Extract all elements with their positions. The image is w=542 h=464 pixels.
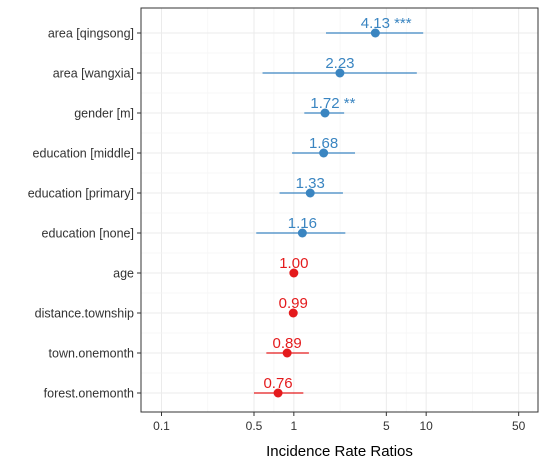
estimate-marks: 4.13 *** 2.23 1.72 ** 1.68 1.33 1.16 1.00 0.99 0… — [253, 15, 424, 398]
estimate-label: 1.68 — [309, 135, 338, 152]
estimate-point — [305, 188, 315, 198]
estimate-label: 0.99 — [279, 295, 308, 312]
term-label: town.onemonth — [49, 347, 135, 361]
term-label: forest.onemonth — [44, 387, 134, 401]
estimate-label: 0.89 — [273, 335, 302, 352]
term-label: gender [m] — [74, 107, 134, 121]
term-label: age — [113, 267, 134, 281]
term-label: education [primary] — [28, 187, 134, 201]
x-tick-label: 50 — [512, 419, 526, 433]
x-tick-label: 1 — [290, 419, 297, 433]
estimate-label: 1.72 ** — [310, 95, 355, 112]
estimate-point — [335, 68, 345, 78]
term-label: education [none] — [42, 227, 134, 241]
x-tick-label: 5 — [383, 419, 390, 433]
term-labels: area [qingsong] area [wangxia] gender [m] e… — [28, 27, 141, 401]
estimate-label: 1.00 — [279, 255, 308, 272]
estimate-point — [289, 268, 299, 278]
estimate-point — [273, 388, 283, 398]
estimate-point — [319, 148, 329, 158]
estimate-label: 1.16 — [288, 215, 317, 232]
estimate-label: 4.13 *** — [361, 15, 412, 32]
estimate-point — [282, 348, 292, 358]
x-tick-label: 0.1 — [153, 419, 170, 433]
estimate-point — [288, 308, 298, 318]
estimate-point — [320, 108, 330, 118]
panel-border — [140, 7, 539, 413]
estimate-label: 2.23 — [325, 55, 354, 72]
estimate-label: 1.33 — [296, 175, 325, 192]
x-axis-title: Incidence Rate Ratios — [266, 443, 413, 460]
estimate-label: 0.76 — [263, 375, 292, 392]
term-label: education [middle] — [33, 147, 134, 161]
estimate-point — [297, 228, 307, 238]
term-label: distance.township — [35, 307, 134, 321]
term-label: area [wangxia] — [53, 67, 134, 81]
x-tick-label: 0.5 — [246, 419, 263, 433]
x-axis-ticks: 0.1 0.5 1 5 10 50 — [153, 412, 526, 433]
estimate-point — [370, 28, 380, 38]
term-label: area [qingsong] — [48, 27, 134, 41]
x-tick-label: 10 — [419, 419, 433, 433]
